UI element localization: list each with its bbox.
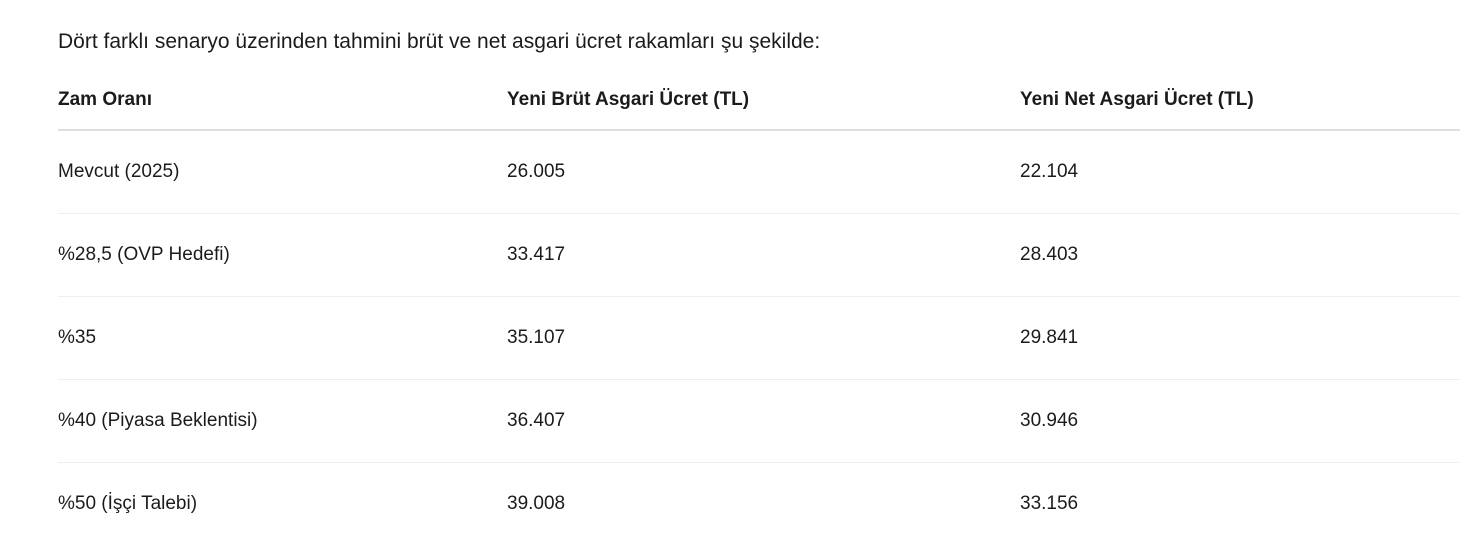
cell-gross-wage: 39.008: [507, 493, 566, 514]
cell-net-wage: 22.104: [1020, 130, 1460, 214]
cell-net-wage: 28.403: [1020, 213, 1460, 297]
cell-gross-wage: 36.407: [507, 379, 1020, 463]
table-row: Mevcut (2025) 26.005 22.104: [58, 130, 1460, 214]
table-body: Mevcut (2025) 26.005 22.104 %28,5 (OVP H…: [58, 130, 1460, 545]
table-row: %35 35.107 29.841: [58, 296, 1460, 380]
wage-scenario-table: Zam Oranı Yeni Brüt Asgari Ücret (TL) Ye…: [58, 88, 1460, 545]
cell-scenario: %35: [58, 296, 507, 380]
column-header-net-ucret: Yeni Net Asgari Ücret (TL): [1020, 88, 1460, 131]
cell-scenario: %50 (İşçi Talebi): [58, 493, 198, 514]
table-row: %28,5 (OVP Hedefi) 33.417 28.403: [58, 213, 1460, 297]
cell-scenario: %40 (Piyasa Beklentisi): [58, 379, 507, 463]
table-header: Zam Oranı Yeni Brüt Asgari Ücret (TL) Ye…: [58, 88, 1460, 131]
intro-text: Dört farklı senaryo üzerinden tahmini br…: [58, 30, 821, 53]
column-header-brut-ucret: Yeni Brüt Asgari Ücret (TL): [507, 88, 1020, 131]
table-row: %40 (Piyasa Beklentisi) 36.407 30.946: [58, 379, 1460, 463]
cell-scenario: Mevcut (2025): [58, 130, 507, 214]
table-row: %50 (İşçi Talebi) 39.008 33.156: [58, 463, 1460, 546]
header-row: Zam Oranı Yeni Brüt Asgari Ücret (TL) Ye…: [58, 88, 1460, 131]
cell-net-wage: 30.946: [1020, 379, 1460, 463]
cell-scenario: %28,5 (OVP Hedefi): [58, 213, 507, 297]
cell-gross-wage: 35.107: [507, 296, 1020, 380]
cell-gross-wage: 33.417: [507, 213, 1020, 297]
cell-gross-wage: 26.005: [507, 130, 1020, 214]
cell-net-wage: 33.156: [1020, 493, 1079, 514]
cell-net-wage: 29.841: [1020, 296, 1460, 380]
column-header-zam-orani: Zam Oranı: [58, 88, 507, 131]
